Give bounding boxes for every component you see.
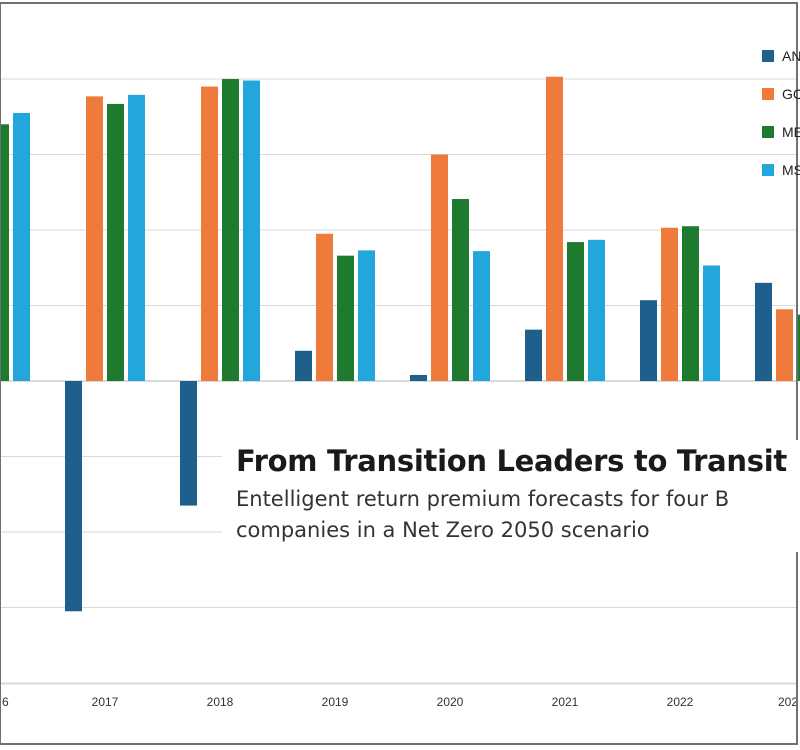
- x-tick-label: 2018: [207, 695, 234, 709]
- chart-title: From Transition Leaders to Transit: [236, 444, 787, 478]
- bar-me-2017: [107, 103, 124, 381]
- legend-label: GC: [782, 86, 800, 102]
- bar-gc-2017: [86, 96, 103, 382]
- chart-subtitle-line-2: companies in a Net Zero 2050 scenario: [236, 518, 650, 542]
- bar-ms-2017: [128, 94, 145, 381]
- bar-gc-2022: [661, 227, 678, 381]
- bar-ms-6: [13, 112, 30, 381]
- legend-item: AN: [762, 46, 800, 66]
- x-tick-label: 2021: [552, 695, 579, 709]
- bar-me-2020: [452, 199, 469, 381]
- x-tick-label: 2020: [437, 695, 464, 709]
- bars: [0, 76, 800, 612]
- bar-ms-2019: [358, 250, 375, 381]
- bar-ms-2021: [588, 239, 605, 381]
- legend-item: ME: [762, 122, 800, 142]
- bar-gc-2019: [316, 233, 333, 381]
- bar-an-2018: [180, 381, 197, 506]
- bar-an-2020: [410, 374, 427, 381]
- chart-subtitle-line-1: Entelligent return premium forecasts for…: [236, 487, 730, 511]
- legend-label: AN: [782, 48, 800, 64]
- caption-box: From Transition Leaders to Transit Entel…: [222, 440, 800, 552]
- legend-swatch: [762, 126, 774, 138]
- bar-gc-2020: [431, 154, 448, 381]
- legend-swatch: [762, 88, 774, 100]
- bar-me-6: [0, 124, 9, 382]
- legend-swatch: [762, 50, 774, 62]
- x-tick-label: 2022: [667, 695, 694, 709]
- legend-label: MS: [782, 162, 800, 178]
- legend: AN GC ME MS: [762, 46, 800, 198]
- bar-me-2019: [337, 255, 354, 381]
- bar-ms-2018: [243, 80, 260, 381]
- legend-label: ME: [782, 124, 800, 140]
- legend-swatch: [762, 164, 774, 176]
- x-tick-label: 2017: [92, 695, 119, 709]
- x-tick-label: 2019: [322, 695, 349, 709]
- x-tick-label: 202: [778, 695, 798, 709]
- bar-me-2021: [567, 242, 584, 381]
- bar-me-2018: [222, 79, 239, 381]
- bar-ms-2022: [703, 265, 720, 381]
- legend-item: GC: [762, 84, 800, 104]
- bar-gc-2021: [546, 76, 563, 382]
- bar-me-202: [797, 314, 800, 381]
- bar-me-2022: [682, 226, 699, 381]
- bar-an-2017: [65, 381, 82, 612]
- legend-item: MS: [762, 160, 800, 180]
- bar-an-2019: [295, 350, 312, 381]
- bar-an-2021: [525, 329, 542, 381]
- bar-ms-2020: [473, 251, 490, 381]
- x-tick-labels: 6 2017 2018 2019 2020 2021 2022 202: [2, 695, 798, 709]
- bar-an-2022: [640, 300, 657, 381]
- x-tick-label: 6: [2, 695, 9, 709]
- bar-gc-2018: [201, 86, 218, 382]
- bar-gc-202: [776, 309, 793, 381]
- bar-an-202: [755, 282, 772, 381]
